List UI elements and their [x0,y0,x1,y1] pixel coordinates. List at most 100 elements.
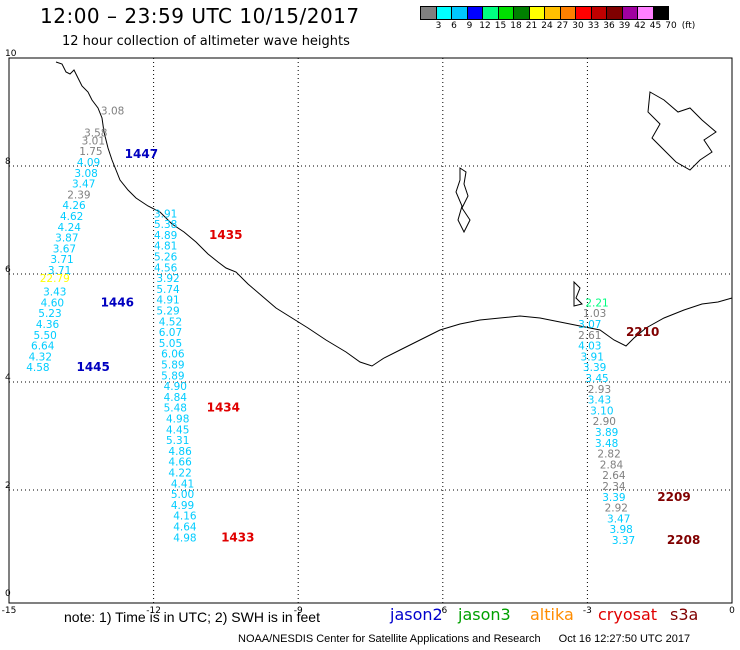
wave-height-reading: 3.08 [74,168,97,180]
scale-tick-label: 30 [572,21,584,31]
pass-time-label: 2209 [657,490,690,504]
y-tick-label: 6 [5,265,11,275]
wave-height-reading: 4.64 [173,522,197,534]
wave-height-reading: 3.71 [50,254,73,266]
wave-height-reading: 3.07 [578,319,601,331]
wave-height-reading: 1.75 [79,146,102,158]
wave-height-reading: 4.16 [173,511,197,523]
wave-height-reading: 3.43 [588,395,611,407]
wave-height-reading: 3.43 [43,287,66,299]
scale-swatch [466,6,483,20]
pass-time-label: 1435 [209,228,242,242]
wave-height-reading: 5.29 [156,306,179,318]
y-tick-label: 8 [5,157,11,167]
wave-height-reading: 3.89 [595,427,618,439]
wave-height-reading: 4.09 [77,157,100,169]
scale-swatch [590,6,607,20]
footer: NOAA/NESDIS Center for Satellite Applica… [238,633,690,645]
wave-height-reading: 3.47 [607,513,630,525]
pass-time-label: 1433 [221,530,254,544]
legend-item-jason2: jason2 [390,605,443,624]
wave-height-reading: 4.32 [29,351,52,363]
x-tick-label: -3 [583,606,592,616]
wave-height-reading: 4.81 [154,241,177,253]
wave-height-reading: 3.48 [595,438,618,450]
inland-lake-outline-2 [573,280,583,307]
y-tick-label: 4 [5,373,11,383]
wave-height-reading: 3.10 [590,405,613,417]
scale-swatch [435,6,452,20]
wave-height-reading: 3.39 [583,362,606,374]
wave-height-reading: 3.45 [585,373,608,385]
x-tick-label: -15 [2,606,17,616]
scale-unit-label: (ft) [681,21,696,31]
wave-height-reading: 2.93 [588,384,611,396]
wave-height-reading: 3.01 [82,135,105,147]
color-scale [420,6,669,20]
scale-swatch [497,6,514,20]
color-scale-labels: 3 6 9 12 15 18 21 24 27 30 33 36 39 42 45 70 (ft) [421,21,731,35]
wave-height-reading: 3.71 [48,265,71,277]
scale-tick-label: 3 [435,21,442,31]
map-title: 12:00 – 23:59 UTC 10/15/2017 [40,4,360,28]
wave-height-reading: 5.89 [161,360,184,372]
pass-time-label: 1445 [76,360,109,374]
wave-height-reading: 4.24 [58,222,82,234]
scale-swatch [606,6,623,20]
footer-source: NOAA/NESDIS Center for Satellite Applica… [238,633,541,645]
wave-height-reading: 22.79 [40,273,70,285]
wave-height-reading: 4.89 [154,230,177,242]
wave-height-reading: 2.39 [67,189,90,201]
map-frame [8,57,733,604]
scale-tick-label: 36 [603,21,615,31]
wave-height-reading: 4.26 [62,200,86,212]
scale-tick-label: 6 [451,21,457,31]
wave-height-reading: 2.82 [597,449,620,461]
wave-height-reading: 4.98 [166,414,189,426]
wave-height-reading: 2.21 [585,297,608,309]
wave-height-reading: 3.08 [101,106,124,118]
wave-height-reading: 4.03 [578,341,601,353]
pass-time-label: 2210 [626,325,659,339]
scale-swatch [451,6,468,20]
scale-tick-label: 21 [525,21,538,31]
wave-height-reading: 3.92 [156,273,179,285]
wave-height-reading: 4.98 [173,532,196,544]
scale-swatch [575,6,592,20]
wave-height-reading: 2.61 [578,330,601,342]
scale-swatch [652,6,669,20]
wave-height-reading: 3.98 [609,524,632,536]
wave-height-reading: 4.62 [60,211,83,223]
legend-item-cryosat: cryosat [598,605,658,624]
wave-height-reading: 6.64 [31,341,55,353]
grid-lines [9,58,732,603]
wave-height-reading: 5.31 [166,435,189,447]
scale-tick-label: 45 [649,21,662,31]
wave-height-reading: 4.58 [26,362,49,374]
wave-height-reading: 3.39 [602,492,625,504]
wave-height-reading: 6.07 [159,327,182,339]
wave-height-reading: 4.36 [36,319,60,331]
wave-height-reading: 2.90 [593,416,616,428]
scale-swatch [528,6,545,20]
scale-swatch [559,6,576,20]
wave-height-reading: 5.00 [171,489,194,501]
wave-height-reading: 5.48 [164,403,187,415]
scale-swatch [621,6,638,20]
wave-height-reading: 3.91 [154,208,177,220]
wave-height-reading: 5.23 [38,308,61,320]
wave-height-reading: 3.58 [84,127,107,139]
wave-height-reading: 5.50 [33,330,56,342]
wave-height-reading: 5.38 [154,219,177,231]
pass-time-label: 1446 [101,295,134,309]
wave-height-reading: 3.87 [55,233,78,245]
wave-height-reading: 4.99 [171,500,194,512]
wave-height-reading: 3.91 [581,351,604,363]
footer-timestamp: Oct 16 12:27:50 UTC 2017 [558,633,691,645]
island-outline [455,167,471,234]
x-tick-label: -12 [146,606,161,616]
map-subtitle: 12 hour collection of altimeter wave hei… [62,34,350,49]
wave-height-reading: 2.84 [600,459,624,471]
wave-height-reading: 4.90 [164,381,187,393]
wave-height-reading: 4.52 [159,316,182,328]
